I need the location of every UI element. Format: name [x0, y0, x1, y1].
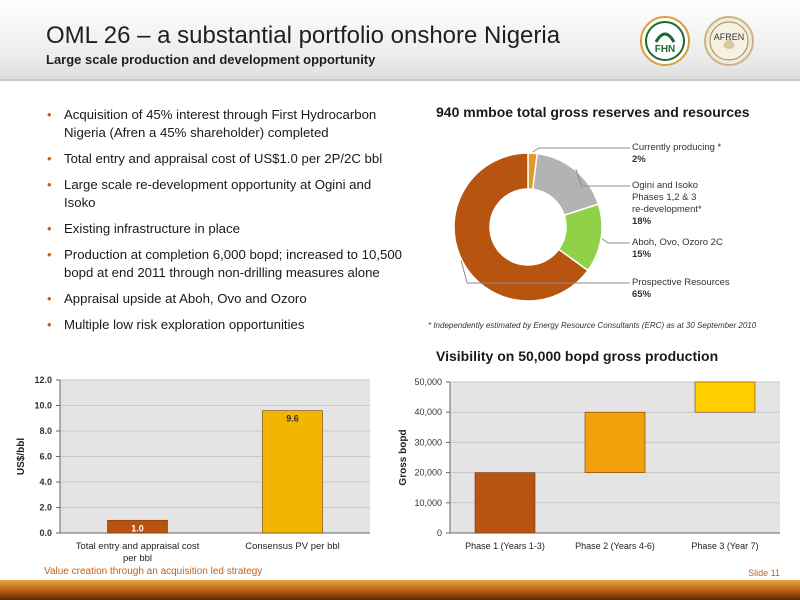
slide-subtitle: Large scale production and development o… [46, 52, 376, 67]
legend-label: Aboh, Ovo, Ozoro 2C [632, 237, 723, 248]
bar [262, 410, 323, 534]
y-tick-label: 40,000 [414, 407, 442, 417]
y-tick-label: 0 [437, 528, 442, 538]
bullet-item: • Existing infrastructure in place [44, 220, 404, 238]
bullet-text: Existing infrastructure in place [64, 221, 240, 236]
donut-footnote: * Independently estimated by Energy Reso… [428, 321, 757, 330]
donut-leader-line [532, 147, 630, 153]
bullet-item: • Large scale re-development opportunity … [44, 176, 404, 212]
x-tick-label: Phase 2 (Years 4-6) [575, 541, 655, 551]
y-tick-label: 0.0 [39, 528, 52, 538]
y-tick-label: 4.0 [39, 477, 52, 487]
bar [694, 381, 756, 413]
donut-slice [453, 152, 589, 302]
bullet-dot-icon: • [47, 317, 52, 332]
y-tick-label: 20,000 [414, 468, 442, 478]
legend-value: 2% [632, 154, 646, 165]
bullet-text: Multiple low risk exploration opportunit… [64, 317, 305, 332]
y-axis-label: US$/bbl [16, 438, 27, 475]
donut-leader-line [575, 169, 630, 187]
bullet-dot-icon: • [47, 107, 52, 122]
x-tick-label: Consensus PV per bbl [245, 541, 340, 552]
bullet-dot-icon: • [47, 151, 52, 166]
bullet-text: Large scale re-development opportunity a… [64, 177, 372, 210]
y-tick-label: 2.0 [39, 503, 52, 513]
bullet-item: • Production at completion 6,000 bopd; in… [44, 246, 404, 282]
bullet-text: Production at completion 6,000 bopd; inc… [64, 247, 402, 280]
production-phases-bar-chart: 0 10,000 20,000 30,000 40,000 50,000 Phase 1 (… [398, 377, 780, 551]
bullet-dot-icon: • [47, 247, 52, 262]
x-tick-label: Phase 1 (Years 1-3) [465, 541, 545, 551]
reserves-donut-chart [453, 152, 603, 302]
donut-chart-title: 940 mmboe total gross reserves and resou… [436, 104, 750, 120]
cost-vs-pv-bar-chart: 0.0 2.0 4.0 6.0 8.0 10.0 12.0 1.0 Total entry an… [16, 375, 370, 564]
legend-label: Phases 1,2 & 3 [632, 192, 697, 203]
fhn-logo: FHN [640, 16, 690, 66]
y-tick-label: 12.0 [34, 375, 52, 385]
y-tick-label: 30,000 [414, 437, 442, 447]
fhn-logo-text: FHN [655, 44, 676, 55]
donut-leader-line [460, 260, 630, 284]
bullet-text: Total entry and appraisal cost of US$1.0… [64, 151, 383, 166]
header-divider [0, 79, 800, 81]
afren-logo: AFREN [704, 16, 754, 66]
legend-label: Ogini and Isoko [632, 180, 699, 191]
legend-label: Currently producing * [632, 142, 722, 153]
y-tick-label: 8.0 [39, 426, 52, 436]
legend-label: Prospective Resources [632, 277, 730, 288]
legend-label: re-development* [632, 204, 702, 215]
bullet-item: • Total entry and appraisal cost of US$1.… [44, 150, 404, 168]
donut-leader-lines [460, 147, 630, 284]
donut-legend-item: Currently producing * 2% [632, 142, 721, 166]
x-tick-label: Phase 3 (Year 7) [691, 541, 758, 551]
donut-leader-line [601, 238, 630, 244]
y-tick-label: 10,000 [414, 498, 442, 508]
slide-title: OML 26 – a substantial portfolio onshore… [46, 22, 561, 49]
donut-legend-item: Aboh, Ovo, Ozoro 2C 15% [632, 237, 723, 261]
y-axis-label: Gross bopd [398, 429, 409, 485]
afren-logo-text: AFREN [714, 32, 745, 42]
bar-data-label: 9.6 [286, 414, 299, 424]
legend-value: 18% [632, 216, 652, 227]
bar [584, 411, 646, 473]
bar-data-label: 1.0 [131, 523, 144, 533]
bar [474, 472, 536, 534]
legend-value: 65% [632, 289, 652, 300]
legend-value: 15% [632, 249, 652, 260]
footer-band [0, 580, 800, 600]
y-tick-label: 50,000 [414, 377, 442, 387]
x-tick-label: per bbl [123, 553, 152, 564]
slide-number: Slide 11 [748, 568, 780, 578]
footer-tagline: Value creation through an acquisition le… [44, 566, 263, 577]
bullet-dot-icon: • [47, 291, 52, 306]
bullet-text: Appraisal upside at Aboh, Ovo and Ozoro [64, 291, 307, 306]
donut-legend-item: Ogini and Isoko Phases 1,2 & 3 re-developm… [632, 180, 702, 228]
bullet-dot-icon: • [47, 177, 52, 192]
production-chart-title: Visibility on 50,000 bopd gross producti… [436, 348, 719, 364]
bullet-text: Acquisition of 45% interest through Firs… [64, 107, 377, 140]
bullet-item: • Appraisal upside at Aboh, Ovo and Ozoro [44, 290, 404, 308]
bar [107, 519, 168, 534]
bullet-item: • Acquisition of 45% interest through Fir… [44, 106, 404, 142]
y-tick-label: 6.0 [39, 452, 52, 462]
bullet-dot-icon: • [47, 221, 52, 236]
bullet-item: • Multiple low risk exploration opportuni… [44, 316, 404, 334]
bullet-list: • Acquisition of 45% interest through Fir… [44, 106, 404, 342]
y-tick-label: 10.0 [34, 401, 52, 411]
donut-legend-item: Prospective Resources 65% [632, 277, 730, 301]
x-tick-label: Total entry and appraisal cost [76, 541, 200, 552]
